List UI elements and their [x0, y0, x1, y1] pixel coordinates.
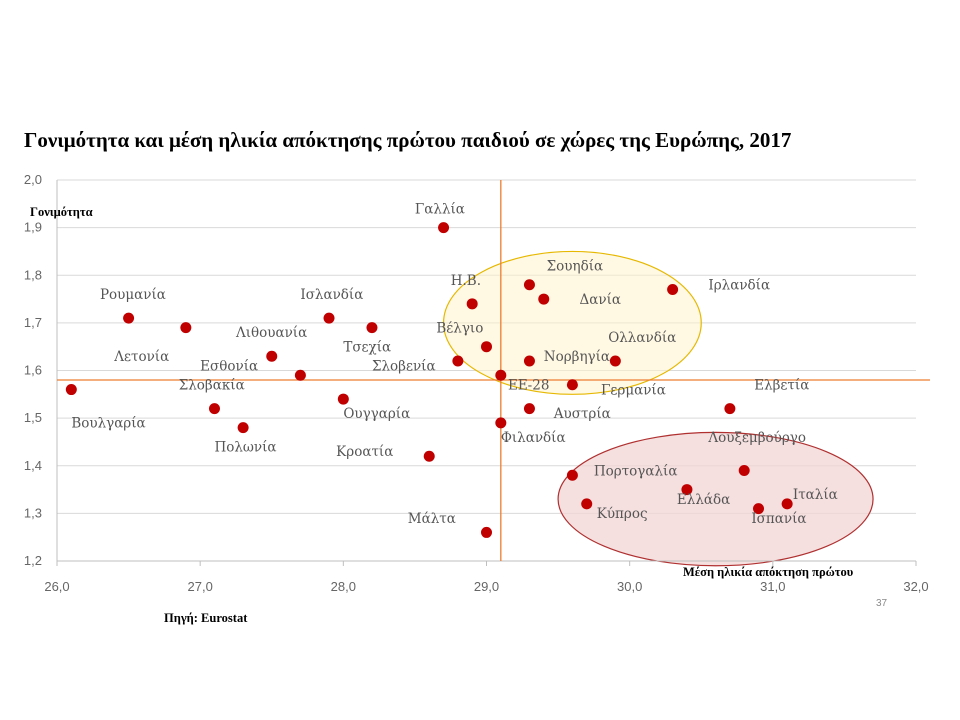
point-label: Ισλανδία	[300, 287, 363, 303]
x-tick-label: 26,0	[44, 579, 69, 594]
point-label: Βουλγαρία	[71, 416, 145, 432]
data-point	[724, 403, 736, 415]
x-tick-label: 30,0	[617, 579, 642, 594]
highlight-ellipse-lower	[557, 431, 874, 567]
data-point	[523, 403, 535, 415]
point-label: Λιθουανία	[235, 325, 307, 341]
highlight-ellipses	[442, 250, 874, 567]
point-label: Λουξεμβούργο	[707, 430, 806, 446]
point-label: Η.Β.	[451, 273, 481, 289]
point-label: Ισπανία	[751, 511, 806, 527]
data-point	[438, 222, 450, 234]
data-point	[65, 384, 77, 396]
point-label: Δανία	[580, 292, 621, 308]
point-label: Λετονία	[113, 349, 169, 365]
point-label: Γαλλία	[415, 201, 465, 217]
data-point	[753, 503, 765, 515]
data-point	[738, 465, 750, 477]
data-point	[323, 312, 335, 324]
data-point	[523, 355, 535, 367]
x-tick-label: 31,0	[760, 579, 785, 594]
data-point	[566, 469, 578, 481]
data-point	[208, 403, 220, 415]
point-label: Μάλτα	[408, 511, 456, 527]
x-tick-label: 29,0	[474, 579, 499, 594]
data-point	[566, 379, 578, 391]
point-label: Βέλγιο	[436, 320, 483, 336]
x-tick-label: 28,0	[331, 579, 356, 594]
y-tick-label: 2,0	[24, 172, 42, 187]
point-label: Πορτογαλία	[594, 463, 678, 479]
data-point	[123, 312, 135, 324]
point-label: Αυστρία	[553, 406, 611, 422]
slide-number: 37	[876, 598, 888, 609]
data-point	[337, 393, 349, 405]
y-axis-title: Γονιμότητα	[30, 205, 93, 219]
point-label: Ιρλανδία	[708, 278, 770, 294]
data-point	[266, 350, 278, 362]
data-point	[609, 355, 621, 367]
data-point	[237, 422, 249, 434]
point-label: ΕΕ-28	[508, 378, 549, 394]
chart-title: Γονιμότητα και μέση ηλικία απόκτησης πρώ…	[24, 128, 792, 152]
point-label: Σουηδία	[547, 258, 604, 274]
y-tick-label: 1,2	[24, 553, 42, 568]
data-point	[481, 526, 492, 538]
data-point	[581, 498, 593, 510]
data-point	[180, 322, 192, 334]
data-point	[681, 484, 693, 496]
point-label: Εσθονία	[200, 359, 258, 375]
y-tick-label: 1,4	[24, 458, 42, 473]
x-tick-label: 32,0	[903, 579, 928, 594]
point-label: Σλοβακία	[179, 378, 245, 394]
data-point	[523, 279, 535, 291]
point-label: Πολωνία	[214, 439, 276, 455]
point-labels: Γαλλία Ρουμανία Ισλανδία Η.Β. Σουηδία Δανία Ιρ…	[71, 201, 837, 527]
point-label: Ολλανδία	[608, 330, 676, 346]
point-label: Γερμανία	[601, 382, 666, 398]
point-label: Νορβηγία	[544, 349, 610, 365]
point-label: Κύπρος	[597, 506, 648, 522]
y-tick-label: 1,7	[24, 315, 42, 330]
y-tick-label: 1,9	[24, 220, 42, 235]
x-axis-title: Μέση ηλικία απόκτηση πρώτου	[683, 565, 854, 579]
data-point	[538, 293, 550, 305]
y-tick-label: 1,8	[24, 267, 42, 282]
data-point	[452, 355, 464, 367]
source-note: Πηγή: Eurostat	[164, 611, 248, 625]
point-label: Ρουμανία	[100, 287, 166, 303]
data-point	[667, 284, 679, 296]
x-tick-label: 27,0	[188, 579, 213, 594]
highlight-ellipse-upper	[442, 250, 702, 395]
data-point	[781, 498, 793, 510]
data-point	[466, 298, 478, 310]
axes: 1,2 1,3 1,4 1,5 1,6 1,7 1,8 1,9 2,0 26,0 27,0 28,0 2…	[24, 172, 929, 594]
data-point	[423, 450, 435, 462]
point-label: Ελλάδα	[677, 492, 730, 508]
data-point	[366, 322, 378, 334]
data-points	[65, 222, 793, 538]
data-point	[481, 341, 492, 353]
point-label: Τσεχία	[343, 339, 391, 355]
point-label: Σλοβενία	[372, 359, 436, 375]
point-label: Ουγγαρία	[343, 406, 410, 422]
point-label: Ελβετία	[754, 378, 809, 394]
data-point	[495, 417, 507, 429]
point-label: Κροατία	[336, 444, 393, 460]
y-tick-label: 1,5	[24, 410, 42, 425]
data-point	[495, 369, 507, 381]
point-label: Ιταλία	[793, 487, 838, 503]
point-label: Φιλανδία	[501, 430, 566, 446]
y-tick-label: 1,6	[24, 363, 42, 378]
y-tick-label: 1,3	[24, 505, 42, 520]
data-point	[294, 369, 306, 381]
